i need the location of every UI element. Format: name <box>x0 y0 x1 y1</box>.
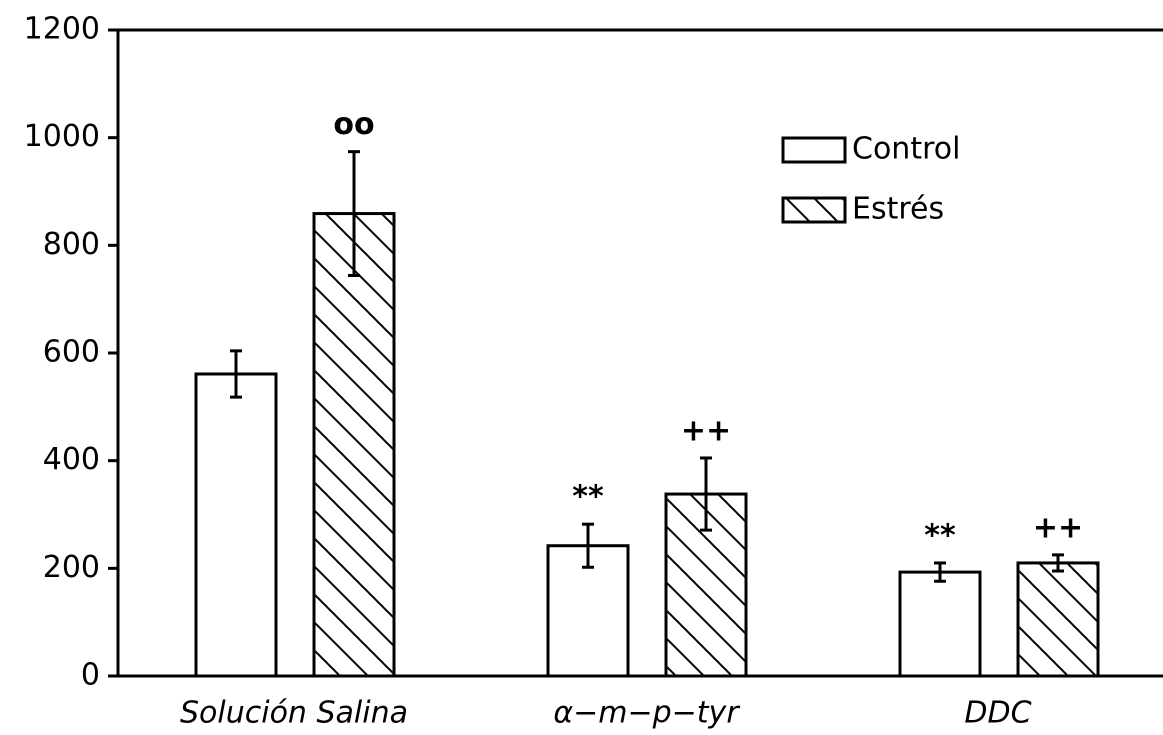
annotation: oo <box>333 107 374 142</box>
y-tick-label: 600 <box>43 335 100 370</box>
legend-swatch <box>781 196 847 224</box>
annotation: ** <box>572 480 604 515</box>
annotation: ** <box>924 518 956 553</box>
bar <box>546 544 630 678</box>
annotation: ++ <box>1033 510 1083 545</box>
bar <box>194 372 278 678</box>
y-tick-label: 800 <box>43 227 100 262</box>
error-bar <box>934 561 946 583</box>
y-tick-label: 400 <box>43 442 100 477</box>
error-bar <box>700 456 712 532</box>
y-tick-label: 200 <box>43 550 100 585</box>
x-tick-label: Solución Salina <box>180 696 408 731</box>
x-tick-label: DDC <box>964 696 1031 731</box>
y-tick-label: 0 <box>81 658 100 693</box>
bar <box>1016 561 1100 678</box>
error-bar <box>230 349 242 399</box>
legend-label: Control <box>852 132 960 167</box>
error-bar <box>582 522 594 569</box>
error-bar <box>348 150 360 277</box>
annotation: ++ <box>681 413 731 448</box>
error-bar <box>1052 553 1064 573</box>
legend-label: Estrés <box>852 192 944 227</box>
y-tick-label: 1200 <box>24 12 100 47</box>
x-tick-label: α−m−p−tyr <box>553 696 740 731</box>
legend-swatch <box>781 136 847 164</box>
bar <box>312 212 396 678</box>
y-tick-label: 1000 <box>24 119 100 154</box>
bar <box>898 570 982 678</box>
